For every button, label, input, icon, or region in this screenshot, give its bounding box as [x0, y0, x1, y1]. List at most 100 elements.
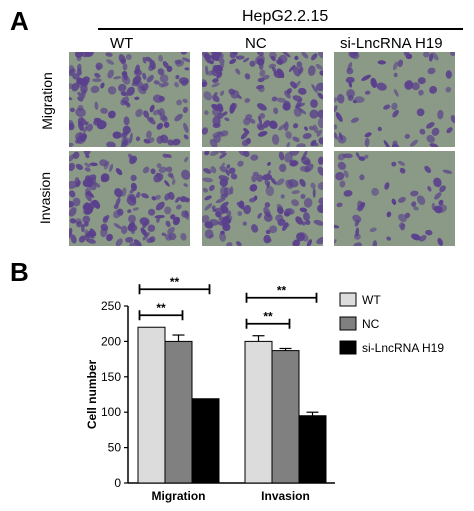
stained-cell [317, 156, 323, 165]
stained-cell [69, 162, 75, 171]
stained-cell [404, 80, 414, 90]
stained-cell [269, 120, 278, 130]
stained-cell [335, 112, 343, 122]
stained-cell [121, 187, 127, 197]
stained-cell [267, 170, 272, 176]
stained-cell [89, 177, 97, 184]
stained-cell [337, 161, 346, 170]
stained-cell [419, 128, 426, 135]
stained-cell [69, 96, 73, 101]
stained-cell [147, 116, 156, 125]
stained-cell [121, 70, 128, 77]
stained-cell [167, 226, 175, 235]
stained-cell [180, 52, 187, 55]
stained-cell [120, 225, 128, 235]
stained-cell [184, 67, 190, 71]
stained-cell [228, 167, 236, 174]
stained-cell [257, 212, 262, 219]
stained-cell [292, 123, 299, 129]
stained-cell [167, 139, 175, 146]
stained-cell [210, 151, 220, 157]
stained-cell [129, 155, 138, 165]
stained-cell [109, 163, 114, 172]
stained-cell [249, 184, 258, 192]
stained-cell [450, 115, 455, 124]
stained-cell [75, 107, 86, 118]
stained-cell [235, 68, 241, 75]
stained-cell [93, 117, 103, 124]
stained-cell [208, 219, 219, 226]
stained-cell [159, 108, 166, 117]
stained-cell [82, 76, 90, 85]
legend-swatch [339, 292, 357, 307]
stained-cell [372, 240, 378, 246]
stained-cell [202, 187, 208, 193]
stained-cell [235, 55, 245, 60]
micrograph-invasion-wt [69, 151, 190, 246]
stained-cell [411, 201, 417, 207]
stained-cell [316, 129, 322, 137]
stained-cell [285, 208, 295, 215]
stained-cell [334, 239, 337, 245]
stained-cell [296, 232, 305, 242]
stained-cell [399, 167, 406, 174]
stained-cell [116, 208, 124, 216]
stained-cell [429, 53, 434, 62]
stained-cell [100, 223, 109, 232]
stained-cell [301, 221, 306, 226]
stained-cell [258, 85, 265, 93]
stained-cell [276, 203, 284, 212]
stained-cell [336, 202, 343, 208]
stained-cell [232, 52, 237, 55]
stained-cell [219, 232, 227, 242]
stained-cell [284, 90, 291, 99]
stained-cell [209, 184, 215, 192]
stained-cell [353, 52, 358, 56]
stained-cell [118, 54, 126, 65]
stained-cell [251, 175, 257, 183]
stained-cell [302, 133, 312, 139]
stained-cell [264, 180, 270, 187]
y-tick-label: 200 [101, 334, 121, 348]
stained-cell [220, 90, 225, 96]
stained-cell [405, 53, 413, 60]
stained-cell [424, 165, 432, 173]
stained-cell [310, 99, 318, 108]
stained-cell [442, 169, 453, 174]
stained-cell [220, 205, 229, 214]
stained-cell [271, 96, 278, 102]
stained-cell [203, 168, 212, 174]
stained-cell [80, 52, 90, 58]
bar-chart: 0 50 100 150 200 250 Cell number Migration Invas… [85, 275, 444, 503]
stained-cell [242, 221, 247, 226]
stained-cell [100, 173, 110, 183]
stained-cell [317, 109, 323, 119]
stained-cell [285, 131, 292, 139]
stained-cell [370, 77, 378, 88]
stained-cell [77, 96, 84, 102]
stained-cell [334, 224, 340, 229]
stained-cell [218, 63, 225, 69]
stained-cell [404, 133, 410, 139]
stained-cell [270, 177, 277, 185]
stained-cell [315, 63, 323, 70]
stained-cell [218, 57, 225, 65]
stained-cell [397, 59, 404, 68]
stained-cell [259, 69, 266, 77]
stained-cell [445, 70, 452, 79]
stained-cell [427, 67, 436, 75]
stained-cell [226, 242, 233, 246]
stained-cell [377, 126, 382, 132]
stained-cell [244, 98, 251, 103]
stained-cell [183, 122, 189, 133]
y-tick-label: 100 [101, 405, 121, 419]
stained-cell [135, 191, 141, 199]
stained-cell [292, 136, 300, 142]
significance-0-si-label: ** [170, 275, 180, 289]
stained-cell [418, 89, 424, 96]
stained-cell [142, 166, 150, 174]
stained-cell [115, 197, 121, 207]
stained-cell [265, 238, 272, 244]
legend-label: NC [362, 317, 380, 331]
stained-cell [212, 107, 221, 117]
